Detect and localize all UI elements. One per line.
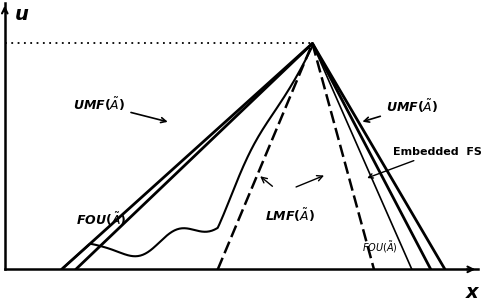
Text: Embedded  FS: Embedded FS — [368, 147, 482, 178]
Text: $\boldsymbol{u}$: $\boldsymbol{u}$ — [14, 5, 30, 24]
Text: $\boldsymbol{UMF(\tilde{A})}$: $\boldsymbol{UMF(\tilde{A})}$ — [364, 98, 438, 122]
Text: $FOU(\tilde{A})$: $FOU(\tilde{A})$ — [362, 239, 398, 255]
Text: $\boldsymbol{LMF(\tilde{A})}$: $\boldsymbol{LMF(\tilde{A})}$ — [265, 206, 315, 224]
Text: $\boldsymbol{FOU(\tilde{A})}$: $\boldsymbol{FOU(\tilde{A})}$ — [76, 211, 126, 228]
Text: $\boldsymbol{UMF(\tilde{A})}$: $\boldsymbol{UMF(\tilde{A})}$ — [74, 96, 166, 122]
Text: $\boldsymbol{x}$: $\boldsymbol{x}$ — [466, 283, 481, 302]
